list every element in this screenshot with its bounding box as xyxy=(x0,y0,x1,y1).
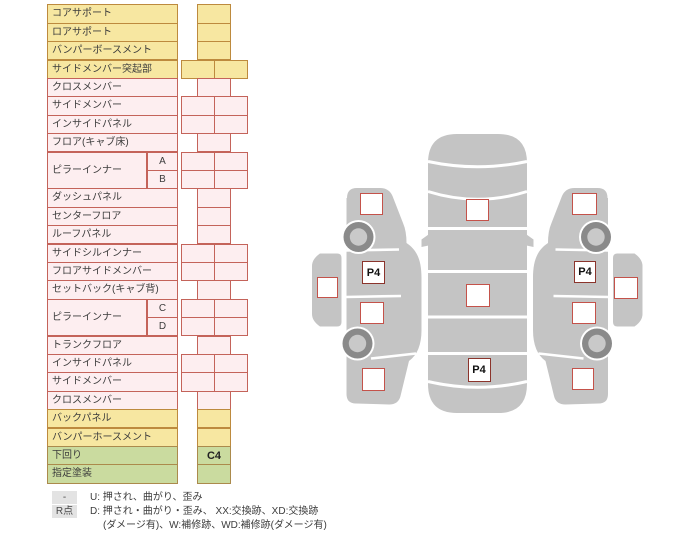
marker-left-center-pillar xyxy=(359,301,384,324)
marker-right-center-pillar xyxy=(571,302,596,324)
legend-row-u: - U: 押され、曲がり、歪み xyxy=(52,491,327,504)
damage-cell-right xyxy=(214,169,248,190)
legend-badge-r: R点 xyxy=(52,505,77,518)
legend-text-r: D: 押され・曲がり・歪み、 XX:交換跡、XD:交換跡 xyxy=(90,506,319,517)
marker-top-roof xyxy=(465,283,490,307)
legend-badge-u: - xyxy=(52,491,77,504)
part-label: ピラーインナー xyxy=(47,151,147,190)
marker-top-cowl xyxy=(466,199,489,221)
marker-left-rear-fender xyxy=(361,368,385,391)
marker-left-front-fender xyxy=(359,193,383,215)
marker-left-pillar-p4: P4 xyxy=(362,261,385,284)
damage-cell-right xyxy=(214,372,248,392)
legend-text-u: U: 押され、曲がり、歪み xyxy=(90,492,203,503)
damage-cell: C4 xyxy=(197,445,231,466)
marker-left-rocker xyxy=(316,277,338,298)
marker-top-trunk-p4: P4 xyxy=(467,357,491,382)
damage-cell-right xyxy=(214,59,248,79)
damage-cell xyxy=(197,464,231,484)
legend-row-r: R点 D: 押され・曲がり・歪み、 XX:交換跡、XD:交換跡 xyxy=(52,505,327,518)
legend-row-r2: (ダメージ有)、W:補修跡、WD:補修跡(ダメージ有) xyxy=(103,519,327,532)
damage-legend: - U: 押され、曲がり、歪み R点 D: 押され・曲がり・歪み、 XX:交換跡… xyxy=(52,491,327,533)
damage-cell-right xyxy=(214,114,248,135)
part-label: 指定塗装 xyxy=(47,464,178,484)
car-body-outline xyxy=(428,134,527,413)
top-panel-dividers xyxy=(427,160,528,389)
part-sub-label: C xyxy=(147,298,178,319)
damage-cell-right xyxy=(214,261,248,282)
car-top-view xyxy=(421,134,534,413)
legend-text-r2: (ダメージ有)、W:補修跡、WD:補修跡(ダメージ有) xyxy=(103,520,327,531)
damage-cell-right xyxy=(214,317,248,337)
right-mirror-icon xyxy=(526,234,534,247)
marker-right-front-fender xyxy=(571,193,597,215)
marker-right-pillar-p4: P4 xyxy=(574,261,596,283)
marker-right-rear-fender xyxy=(571,368,594,390)
marker-right-rocker xyxy=(614,277,638,299)
left-mirror-icon xyxy=(421,234,429,247)
